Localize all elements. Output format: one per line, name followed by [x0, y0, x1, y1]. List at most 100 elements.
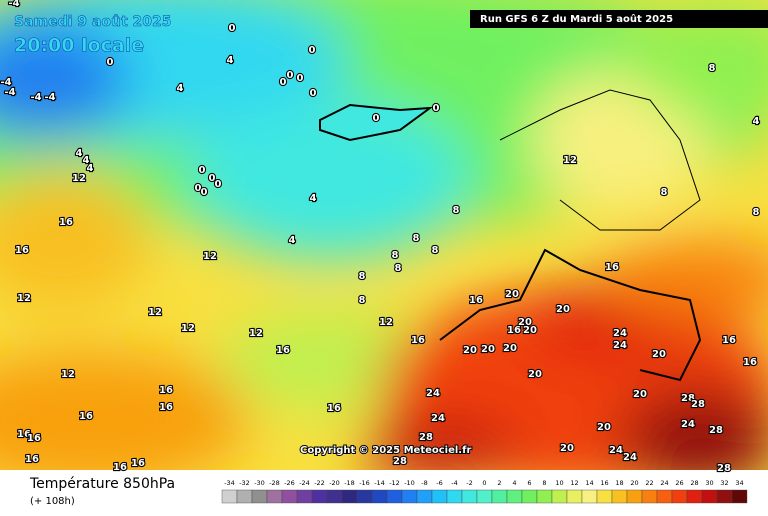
- contour-label: 8: [432, 245, 439, 256]
- color-swatch: [221, 489, 238, 504]
- color-swatch: [371, 489, 388, 504]
- scale-label: 22: [645, 479, 653, 487]
- color-swatch: [491, 489, 508, 504]
- contour-label: 8: [359, 271, 366, 282]
- contour-label: 28: [709, 425, 723, 436]
- contour-label: 8: [661, 187, 668, 198]
- contour-label: 16: [605, 262, 619, 273]
- temperature-field: [0, 0, 768, 470]
- contour-label: 12: [379, 317, 393, 328]
- scale-label: 28: [690, 479, 698, 487]
- contour-label: 8: [709, 63, 716, 74]
- contour-label: 20: [528, 369, 542, 380]
- contour-label: 4: [310, 193, 317, 204]
- run-box: [470, 10, 768, 28]
- contour-label: 12: [203, 251, 217, 262]
- scale-label: 18: [615, 479, 623, 487]
- scale-label: 6: [527, 479, 531, 487]
- scale-label: 34: [735, 479, 743, 487]
- color-swatch: [671, 489, 688, 504]
- contour-label: 12: [148, 307, 162, 318]
- contour-label: 12: [249, 328, 263, 339]
- contour-label: 28: [419, 432, 433, 443]
- contour-label: 16: [25, 454, 39, 465]
- contour-label: 16: [327, 403, 341, 414]
- contour-label: 0: [433, 103, 440, 114]
- color-swatch: [581, 489, 598, 504]
- contour-label: 24: [681, 419, 695, 430]
- contour-label: 24: [431, 413, 445, 424]
- scale-label: -28: [269, 479, 280, 487]
- color-swatch: [536, 489, 553, 504]
- contour-label: 16: [59, 217, 73, 228]
- scale-label: -8: [421, 479, 427, 487]
- color-swatch: [716, 489, 733, 504]
- contour-label: 20: [560, 443, 574, 454]
- contour-label: 16: [411, 335, 425, 346]
- color-swatch: [641, 489, 658, 504]
- contour-label: -4: [8, 0, 19, 9]
- contour-label: 28: [393, 456, 407, 467]
- contour-label: 20: [481, 344, 495, 355]
- color-swatch: [596, 489, 613, 504]
- contour-label: 0: [195, 183, 202, 194]
- color-swatch: [266, 489, 283, 504]
- contour-label: 0: [280, 77, 287, 88]
- contour-label: 4: [753, 116, 760, 127]
- color-swatch: [326, 489, 343, 504]
- contour-label: 20: [556, 304, 570, 315]
- color-swatch: [731, 489, 748, 504]
- contour-label: -4: [0, 77, 11, 88]
- contour-label: 0: [310, 88, 317, 99]
- scale-label: -24: [299, 479, 310, 487]
- contour-label: -4: [4, 87, 15, 98]
- color-swatch: [686, 489, 703, 504]
- contour-label: 0: [309, 45, 316, 56]
- forecast-time: 20:00 locale: [14, 35, 144, 57]
- scale-label: 10: [555, 479, 563, 487]
- contour-label: 12: [181, 323, 195, 334]
- contour-label: 20: [518, 317, 532, 328]
- contour-label: 8: [395, 263, 402, 274]
- color-swatch: [236, 489, 253, 504]
- color-swatch: [611, 489, 628, 504]
- contour-label: 28: [717, 463, 731, 474]
- scale-label: 8: [542, 479, 546, 487]
- contour-label: 20: [505, 289, 519, 300]
- scale-label: -18: [344, 479, 355, 487]
- color-swatch: [476, 489, 493, 504]
- contour-label: 0: [209, 173, 216, 184]
- contour-label: 0: [373, 113, 380, 124]
- color-swatch: [311, 489, 328, 504]
- contour-label: 4: [87, 163, 94, 174]
- run-info: Run GFS 6 Z du Mardi 5 août 2025: [480, 13, 673, 25]
- legend-lead: (+ 108h): [30, 496, 75, 507]
- scale-label: 2: [497, 479, 501, 487]
- color-swatch: [701, 489, 718, 504]
- contour-label: 16: [79, 411, 93, 422]
- scale-label: -6: [436, 479, 442, 487]
- scale-label: 16: [600, 479, 608, 487]
- contour-label: 20: [503, 343, 517, 354]
- scale-label: 30: [705, 479, 713, 487]
- contour-label: 20: [523, 325, 537, 336]
- contour-label: 20: [463, 345, 477, 356]
- color-swatch: [551, 489, 568, 504]
- scale-label: 26: [675, 479, 683, 487]
- color-swatch: [566, 489, 583, 504]
- legend-title: Température 850hPa: [29, 476, 175, 492]
- contour-label: 4: [227, 55, 234, 66]
- scale-label: -2: [466, 479, 472, 487]
- contour-label: 24: [623, 452, 637, 463]
- contour-label: 16: [27, 433, 41, 444]
- forecast-date: Samedi 9 août 2025: [14, 14, 172, 30]
- contour-label: 0: [201, 187, 208, 198]
- scale-label: -16: [359, 479, 370, 487]
- contour-label: 16: [469, 295, 483, 306]
- contour-label: 16: [159, 385, 173, 396]
- color-swatch: [461, 489, 478, 504]
- contour-label: 16: [15, 245, 29, 256]
- scale-label: 14: [585, 479, 593, 487]
- contour-label: 8: [359, 295, 366, 306]
